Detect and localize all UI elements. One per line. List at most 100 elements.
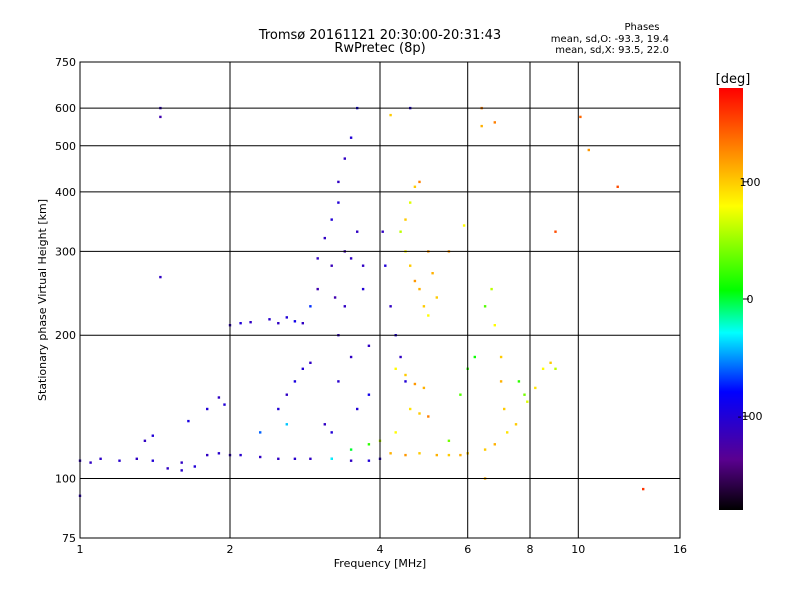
data-point (493, 121, 496, 124)
data-point (427, 314, 430, 317)
x-tick-label: 1 (77, 543, 84, 556)
y-tick-label: 600 (55, 102, 76, 115)
data-point (418, 412, 421, 415)
data-point (89, 461, 92, 464)
y-tick-label: 750 (55, 56, 76, 69)
y-tick-label: 400 (55, 186, 76, 199)
data-point (389, 305, 392, 308)
data-point (404, 453, 407, 457)
data-point (277, 457, 280, 460)
data-point (330, 264, 333, 267)
data-point (422, 386, 426, 390)
chart-subtitle: RwPretec (8p) (334, 41, 425, 56)
x-axis-label: Frequency [MHz] (334, 557, 426, 570)
data-point (541, 367, 545, 370)
data-point (193, 465, 196, 468)
data-point (301, 322, 304, 325)
data-point (349, 355, 353, 359)
data-point (316, 287, 319, 291)
data-point (483, 448, 487, 451)
data-point (180, 461, 183, 464)
data-point (259, 431, 262, 434)
data-point (462, 224, 466, 227)
data-point (239, 453, 242, 457)
data-point (367, 443, 371, 446)
data-point (206, 453, 209, 457)
data-point (399, 230, 402, 233)
data-point (159, 115, 162, 119)
data-point (356, 407, 359, 411)
y-tick-label: 200 (55, 329, 76, 342)
data-point (435, 296, 438, 299)
data-point (330, 457, 333, 460)
data-point (499, 380, 503, 383)
data-point (409, 264, 412, 267)
data-point (394, 431, 397, 434)
data-point (143, 439, 147, 442)
colorbar-tick-label: 0 (747, 293, 754, 306)
data-point (293, 320, 297, 323)
x-tick-label: 10 (571, 543, 585, 556)
y-tick-label: 500 (55, 140, 76, 153)
colorbar-label: [deg] (716, 72, 751, 87)
data-point (499, 355, 503, 359)
data-point (404, 380, 407, 383)
data-point (180, 469, 183, 472)
data-point (135, 457, 138, 460)
data-point (333, 296, 337, 299)
data-point (435, 453, 438, 457)
data-point (223, 403, 226, 406)
data-point (217, 452, 221, 455)
data-point (239, 322, 242, 325)
data-point (367, 393, 371, 396)
data-point (367, 459, 371, 462)
data-point (343, 157, 346, 160)
data-point (268, 318, 271, 321)
data-point (166, 467, 169, 470)
data-point (206, 407, 209, 411)
x-tick-label: 6 (464, 543, 471, 556)
grid-lines (80, 62, 680, 538)
data-point (490, 287, 493, 291)
data-point (356, 230, 359, 233)
data-point (409, 201, 412, 204)
data-point (399, 355, 402, 359)
data-point (394, 367, 397, 370)
data-point (361, 287, 365, 291)
data-point (337, 201, 340, 204)
data-point (381, 230, 384, 233)
data-point (309, 361, 312, 364)
data-point (418, 180, 421, 184)
data-point (404, 218, 407, 221)
data-point (337, 380, 340, 383)
data-point (361, 264, 365, 267)
data-point (413, 279, 417, 283)
data-point (159, 275, 162, 279)
data-point (493, 443, 496, 446)
data-point (99, 457, 102, 460)
data-point (349, 459, 353, 462)
data-point (285, 316, 288, 319)
data-point (349, 136, 353, 139)
data-point (554, 230, 557, 233)
data-point (483, 305, 487, 308)
data-point (493, 324, 496, 327)
data-point (409, 407, 412, 411)
data-point (480, 124, 483, 128)
data-point (285, 393, 288, 396)
data-point (367, 344, 371, 347)
data-point (309, 305, 312, 308)
data-point (316, 257, 319, 260)
data-point (330, 218, 333, 221)
data-point (309, 457, 312, 460)
data-point (187, 419, 190, 423)
data-point (349, 257, 353, 260)
y-tick-label: 300 (55, 245, 76, 258)
data-point (554, 367, 557, 370)
data-point (389, 113, 392, 117)
data-point (384, 264, 387, 267)
data-point (431, 272, 434, 275)
data-point (151, 434, 154, 437)
colorbar-tick-label: -100 (738, 410, 763, 423)
